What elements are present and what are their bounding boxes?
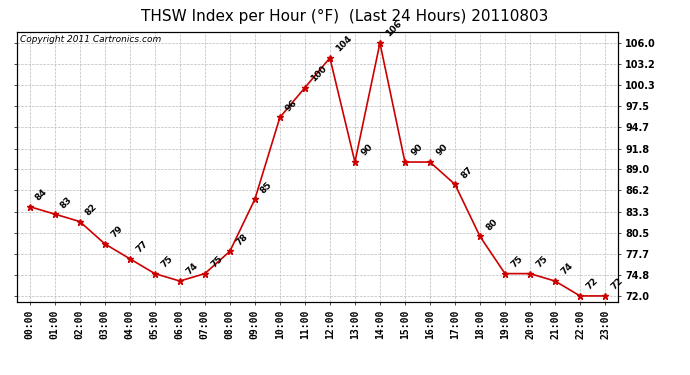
Text: 90: 90 [409, 142, 424, 158]
Text: 72: 72 [609, 276, 624, 292]
Text: 82: 82 [84, 202, 99, 217]
Text: 75: 75 [509, 254, 524, 270]
Text: 87: 87 [459, 165, 475, 180]
Text: 72: 72 [584, 276, 600, 292]
Text: 85: 85 [259, 180, 274, 195]
Text: 74: 74 [184, 261, 199, 277]
Text: 100: 100 [309, 64, 328, 84]
Text: 80: 80 [484, 217, 500, 232]
Text: 104: 104 [334, 34, 354, 54]
Text: 78: 78 [234, 232, 249, 247]
Text: 75: 75 [159, 254, 175, 270]
Text: 77: 77 [134, 239, 149, 255]
Text: 106: 106 [384, 20, 404, 39]
Text: 75: 75 [534, 254, 549, 270]
Text: 96: 96 [284, 98, 299, 113]
Text: 83: 83 [59, 195, 74, 210]
Text: 84: 84 [34, 187, 49, 202]
Text: 90: 90 [359, 142, 374, 158]
Text: 74: 74 [559, 261, 575, 277]
Text: 75: 75 [209, 254, 224, 270]
Text: Copyright 2011 Cartronics.com: Copyright 2011 Cartronics.com [20, 34, 161, 44]
Text: 79: 79 [109, 224, 124, 240]
Text: 90: 90 [434, 142, 449, 158]
Text: THSW Index per Hour (°F)  (Last 24 Hours) 20110803: THSW Index per Hour (°F) (Last 24 Hours)… [141, 9, 549, 24]
